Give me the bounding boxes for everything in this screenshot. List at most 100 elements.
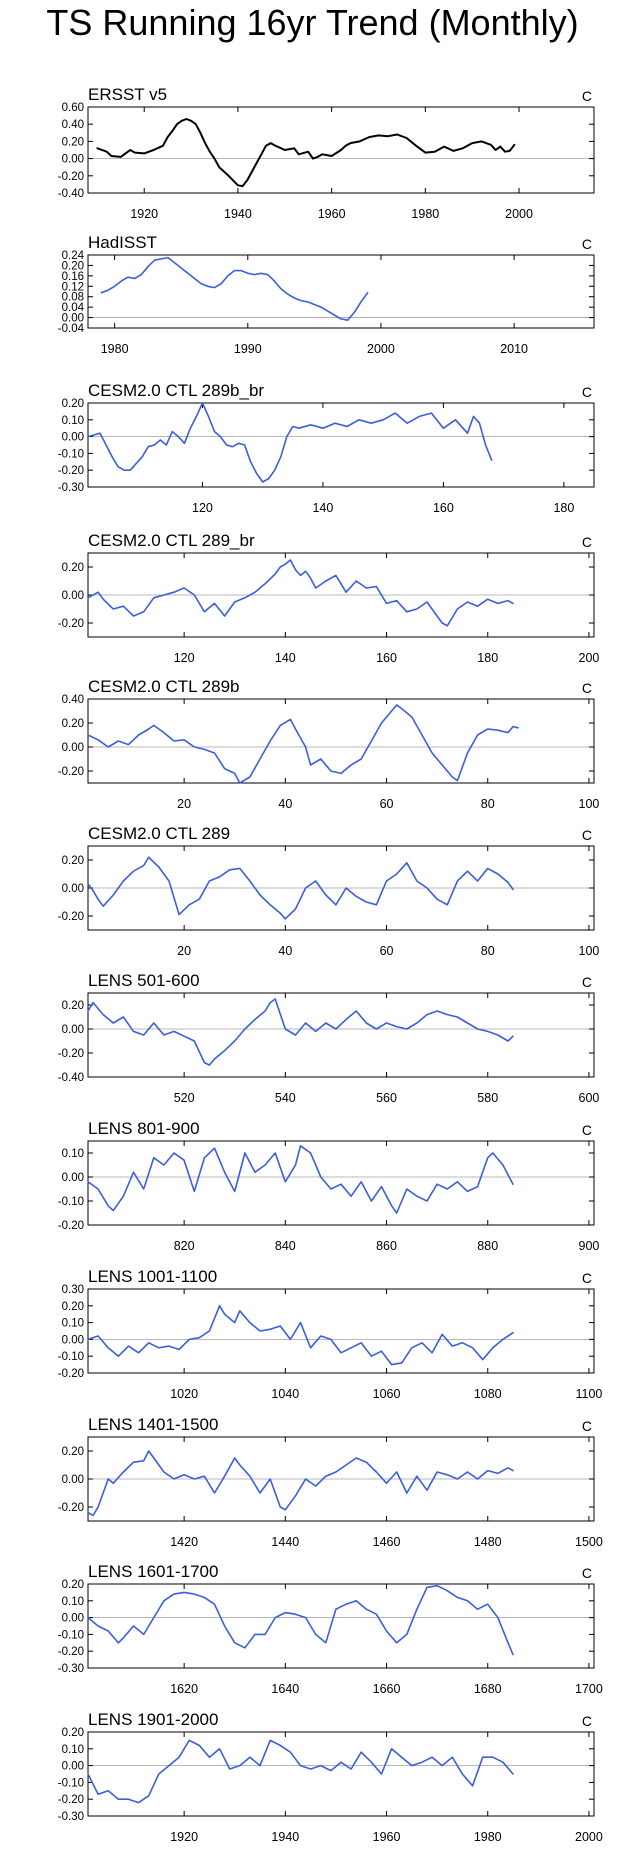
y-tick-label: 0.20 — [62, 1579, 84, 1591]
y-tick-label: -0.20 — [58, 1794, 84, 1806]
y-tick-label: -0.20 — [58, 1368, 84, 1380]
y-tick-label: 0.20 — [62, 136, 84, 148]
chart-title: CESM2.0 CTL 289b — [88, 677, 240, 696]
y-tick-label: 0.00 — [62, 742, 84, 754]
x-tick-label: 60 — [380, 944, 394, 958]
x-tick-label: 1100 — [575, 1387, 602, 1401]
x-tick-label: 820 — [174, 1239, 195, 1253]
y-tick-label: 0.10 — [62, 1318, 84, 1330]
y-tick-label: -0.20 — [58, 766, 84, 778]
chart-title: LENS 1901-2000 — [88, 1710, 218, 1729]
y-tick-label: 0.12 — [62, 281, 84, 293]
x-tick-label: 120 — [192, 501, 213, 515]
x-tick-label: 40 — [278, 944, 292, 958]
x-tick-label: 140 — [312, 501, 333, 515]
series-line-1 — [87, 402, 493, 483]
x-tick-label: 1680 — [474, 1682, 502, 1696]
x-tick-label: 1020 — [170, 1387, 198, 1401]
y-tick-label: -0.10 — [58, 1196, 84, 1208]
chart-panel-1: ERSST v5 C -0.40 -0.20 0.00 0.20 0.40 0.60 1920 1… — [58, 85, 595, 221]
chart-unit: C — [582, 1713, 592, 1729]
y-tick-label: 0.20 — [62, 562, 84, 574]
x-tick-label: 60 — [380, 797, 394, 811]
x-tick-label: 1980 — [411, 207, 439, 221]
y-tick-label: -0.20 — [58, 618, 84, 630]
x-tick-label: 1940 — [224, 207, 252, 221]
plot-frame — [87, 845, 595, 931]
chart-title: LENS 501-600 — [88, 971, 200, 990]
y-tick-label: -0.20 — [58, 911, 84, 923]
series-line-1 — [87, 1739, 514, 1804]
series-line-1 — [96, 118, 516, 188]
page-title: TS Running 16yr Trend (Monthly) — [46, 2, 579, 43]
x-tick-label: 580 — [477, 1091, 498, 1105]
y-tick-label: -0.30 — [58, 1663, 84, 1675]
x-tick-label: 1640 — [271, 1682, 299, 1696]
chart-panel-12: LENS 1901-2000 C -0.30 -0.20 -0.10 0.00 0.10 0.… — [58, 1710, 603, 1844]
y-tick-label: 0.10 — [62, 1148, 84, 1160]
x-tick-label: 1920 — [130, 207, 158, 221]
x-tick-label: 2000 — [367, 342, 395, 356]
y-tick-label: 0.04 — [62, 302, 85, 314]
x-tick-label: 140 — [275, 651, 296, 665]
chart-title: CESM2.0 CTL 289 — [88, 824, 230, 843]
x-tick-label: 1480 — [474, 1535, 502, 1549]
chart-title: CESM2.0 CTL 289b_br — [88, 381, 264, 400]
chart-panel-4: CESM2.0 CTL 289_br C -0.20 0.00 0.20 120 140 16… — [58, 531, 600, 665]
chart-title: LENS 1401-1500 — [88, 1415, 218, 1434]
y-tick-label: 0.16 — [62, 271, 84, 283]
y-tick-label: 0.10 — [62, 1596, 84, 1608]
x-tick-label: 2000 — [505, 207, 533, 221]
y-tick-label: -0.40 — [58, 188, 84, 200]
y-tick-label: -0.04 — [58, 323, 85, 335]
chart-title: CESM2.0 CTL 289_br — [88, 531, 255, 550]
chart-unit: C — [582, 236, 592, 252]
x-tick-label: 1660 — [373, 1682, 401, 1696]
chart-panel-7: LENS 501-600 C -0.40 -0.20 0.00 0.20 520 540 560… — [58, 971, 600, 1105]
x-tick-label: 1980 — [101, 342, 129, 356]
y-tick-label: 0.20 — [62, 398, 84, 410]
x-tick-label: 1440 — [271, 1535, 299, 1549]
x-tick-label: 1920 — [170, 1830, 198, 1844]
chart-title: ERSST v5 — [88, 85, 167, 104]
chart-title: LENS 801-900 — [88, 1119, 200, 1138]
x-tick-label: 100 — [579, 797, 600, 811]
y-tick-label: 0.20 — [62, 1301, 84, 1313]
y-tick-label: 0.20 — [62, 1446, 84, 1458]
chart-unit: C — [582, 680, 592, 696]
x-tick-label: 1980 — [474, 1830, 502, 1844]
series-line-1 — [87, 1145, 514, 1214]
chart-unit: C — [582, 88, 592, 104]
chart-panel-6: CESM2.0 CTL 289 C -0.20 0.00 0.20 20 40 60 80 100 — [58, 824, 600, 958]
plot-frame — [87, 106, 595, 194]
x-tick-label: 1700 — [575, 1682, 603, 1696]
y-tick-label: 0.30 — [62, 1284, 84, 1296]
x-tick-label: 160 — [376, 651, 397, 665]
series-line-1 — [87, 1305, 514, 1366]
x-tick-label: 180 — [553, 501, 574, 515]
series-line-1 — [87, 1450, 514, 1517]
y-tick-label: 0.20 — [62, 1727, 84, 1739]
x-tick-label: 40 — [278, 797, 292, 811]
y-tick-label: 0.00 — [62, 154, 84, 166]
plot-frame — [87, 1583, 595, 1669]
chart-unit: C — [582, 1122, 592, 1138]
x-tick-label: 120 — [174, 651, 195, 665]
y-tick-label: 0.20 — [62, 1000, 84, 1012]
y-tick-label: 0.20 — [62, 718, 84, 730]
y-tick-label: 0.00 — [62, 313, 84, 325]
x-tick-label: 100 — [579, 944, 600, 958]
plot-frame — [87, 254, 595, 329]
plot-frame — [87, 552, 595, 638]
chart-unit: C — [582, 827, 592, 843]
chart-panel-3: CESM2.0 CTL 289b_br C -0.30 -0.20 -0.10 0.00 0… — [58, 381, 595, 515]
chart-panel-9: LENS 1001-1100 C -0.20 -0.10 0.00 0.10 0.20 0.3… — [58, 1267, 603, 1401]
y-tick-label: 0.08 — [62, 292, 84, 304]
y-tick-label: 0.00 — [62, 1613, 84, 1625]
x-tick-label: 860 — [376, 1239, 397, 1253]
y-tick-label: 0.40 — [62, 694, 84, 706]
x-tick-label: 560 — [376, 1091, 397, 1105]
x-tick-label: 1040 — [271, 1387, 299, 1401]
chart-title: LENS 1001-1100 — [88, 1267, 217, 1286]
